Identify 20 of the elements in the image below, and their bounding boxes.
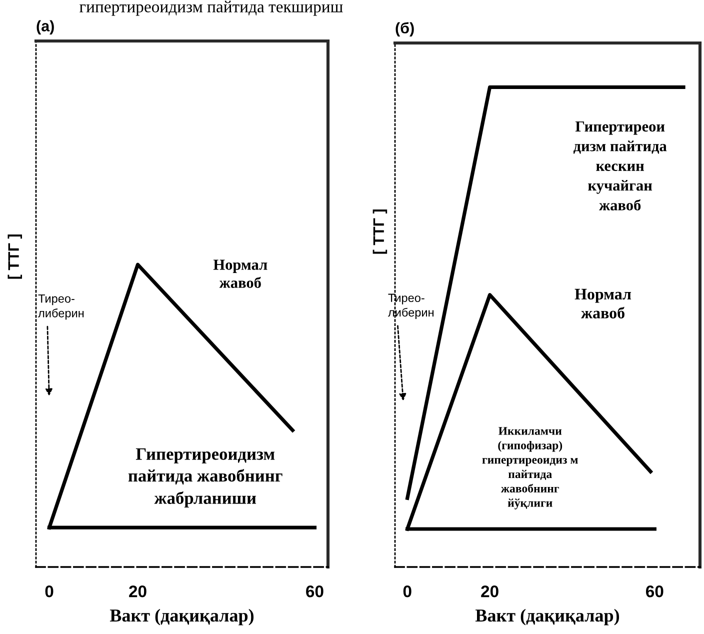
chart-title: (а): [36, 20, 54, 34]
text: Гипертиреои дизм пайтида кескин кучайган жавоб: [573, 121, 667, 210]
annotation: Тирео- либерин: [38, 294, 84, 320]
annotation: Тирео- либерин: [388, 294, 434, 319]
y-axis-title: [ ТТГ ]: [372, 210, 388, 254]
text: Нормал жавоб: [574, 288, 632, 318]
x-axis-title: Вакт (дақиқалар): [110, 608, 254, 626]
series-label: Гипертиреоидизм пайтида жавобнинг жабрланиши: [128, 448, 282, 508]
text: Нормал жавоб: [213, 260, 268, 288]
x-tick-label: 20: [481, 585, 498, 598]
chart-title: (б): [396, 22, 414, 36]
y-axis-title: [ ТТГ ]: [8, 234, 22, 279]
x-axis-title: Вакт (дақиқалар): [475, 608, 620, 626]
series-label: Иккиламчи (гипофизар) гипертиреоидиз м пайтида жавобнинг йўқлиги: [482, 427, 578, 510]
x-tick-label: 60: [306, 585, 324, 598]
text: гипертиреоидизм пайтида текшириш: [80, 0, 343, 16]
x-tick-label: 60: [646, 585, 664, 598]
x-tick-label: 0: [403, 585, 412, 598]
x-tick-label: 20: [129, 585, 146, 598]
x-tick-label: 0: [45, 585, 54, 598]
